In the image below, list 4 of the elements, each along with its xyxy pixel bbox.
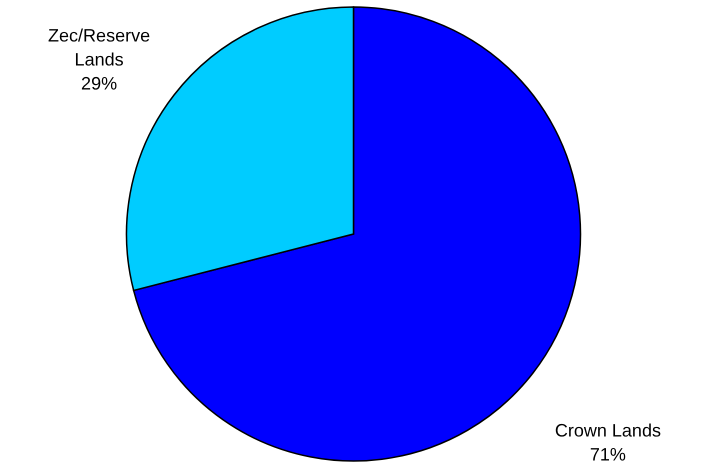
data-label: 71% <box>590 444 626 464</box>
data-label: 29% <box>81 74 118 94</box>
slice-label: Zec/Reserve Lands <box>48 26 150 70</box>
slice-label: Crown Lands <box>554 420 661 440</box>
